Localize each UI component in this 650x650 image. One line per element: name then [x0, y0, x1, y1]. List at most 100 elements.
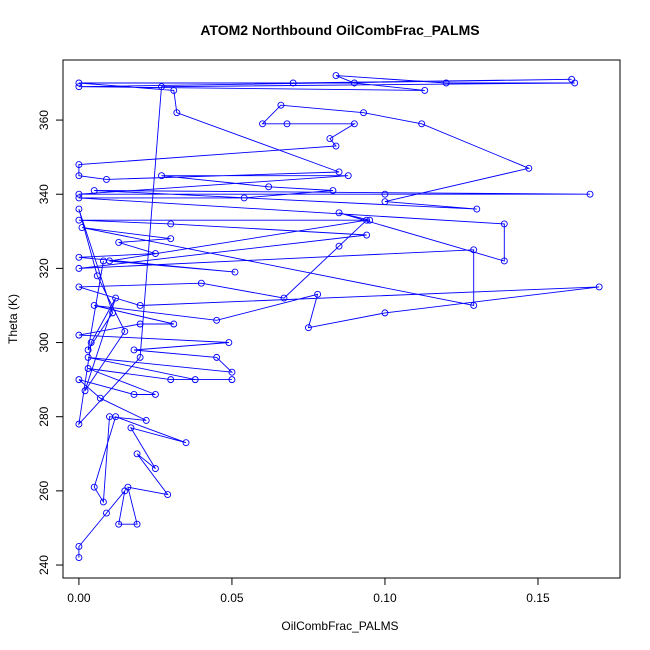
- point: [84, 346, 92, 354]
- point: [112, 294, 120, 302]
- point: [366, 216, 374, 224]
- point: [75, 190, 83, 198]
- point: [595, 283, 603, 291]
- point: [151, 391, 159, 398]
- y-tick-label: 280: [37, 406, 51, 426]
- point: [335, 209, 343, 217]
- y-tick-label: 340: [37, 184, 51, 204]
- y-axis-label: Theta (K): [6, 294, 20, 344]
- point: [500, 220, 508, 228]
- point: [363, 216, 371, 224]
- y-tick-label: 360: [37, 110, 51, 130]
- point: [99, 498, 107, 506]
- point: [182, 439, 190, 447]
- point: [418, 120, 426, 128]
- point: [381, 198, 389, 206]
- x-tick-label: 0.15: [526, 591, 550, 605]
- point: [75, 83, 83, 91]
- point: [173, 109, 181, 117]
- point: [167, 220, 175, 228]
- point: [90, 187, 98, 194]
- point: [127, 424, 135, 432]
- point: [191, 376, 199, 384]
- point: [213, 316, 221, 324]
- point: [151, 465, 159, 473]
- point: [81, 387, 89, 395]
- point: [170, 86, 178, 94]
- point: [96, 394, 104, 402]
- point: [170, 320, 178, 328]
- x-tick-label: 0.05: [220, 591, 244, 605]
- point: [421, 86, 429, 94]
- point: [277, 101, 285, 109]
- point: [381, 309, 389, 317]
- y-tick-label: 260: [37, 481, 51, 501]
- plot-frame: [62, 59, 621, 579]
- point: [265, 183, 273, 191]
- point: [75, 420, 83, 428]
- point: [106, 413, 113, 421]
- point: [289, 79, 297, 87]
- point: [136, 302, 144, 309]
- point: [121, 327, 129, 335]
- point: [103, 509, 110, 517]
- point: [136, 320, 144, 328]
- x-tick-label: 0.10: [373, 591, 397, 605]
- point: [75, 253, 83, 261]
- point: [84, 353, 92, 361]
- point: [228, 376, 236, 384]
- point: [90, 483, 98, 491]
- point: [525, 164, 533, 172]
- point: [381, 190, 389, 198]
- point: [335, 168, 343, 176]
- point: [283, 120, 291, 128]
- point: [225, 339, 233, 346]
- point: [335, 242, 343, 250]
- point: [90, 302, 98, 309]
- point: [99, 257, 107, 265]
- point: [75, 376, 83, 384]
- point: [280, 294, 288, 302]
- y-tick-label: 300: [37, 332, 51, 352]
- point: [360, 109, 367, 117]
- point: [133, 450, 141, 458]
- point: [304, 324, 312, 332]
- point: [571, 79, 579, 87]
- point: [87, 339, 95, 346]
- point: [350, 120, 358, 128]
- point: [109, 309, 117, 317]
- point: [197, 279, 205, 287]
- point: [314, 290, 322, 298]
- point: [115, 520, 123, 528]
- point: [344, 172, 352, 180]
- point: [167, 235, 175, 243]
- chart-title: ATOM2 Northbound OilCombFrac_PALMS: [200, 22, 479, 38]
- point: [124, 483, 132, 491]
- point: [350, 79, 358, 87]
- point: [442, 79, 450, 87]
- x-tick-label: 0.00: [67, 591, 91, 605]
- point: [158, 172, 165, 180]
- point: [75, 216, 83, 224]
- point: [329, 187, 337, 194]
- series-line: [78, 75, 600, 558]
- point: [167, 376, 175, 384]
- point: [75, 264, 83, 272]
- point: [332, 72, 340, 80]
- point: [470, 246, 478, 254]
- point: [213, 353, 221, 361]
- point: [228, 368, 236, 376]
- point: [586, 190, 594, 198]
- point: [115, 238, 123, 246]
- point: [363, 231, 371, 239]
- point: [500, 257, 508, 265]
- point: [130, 346, 138, 354]
- y-tick-label: 240: [37, 555, 51, 575]
- point: [84, 365, 92, 372]
- point: [136, 353, 144, 361]
- point: [259, 120, 266, 128]
- point: [473, 205, 481, 213]
- point: [240, 194, 248, 202]
- point: [151, 250, 159, 258]
